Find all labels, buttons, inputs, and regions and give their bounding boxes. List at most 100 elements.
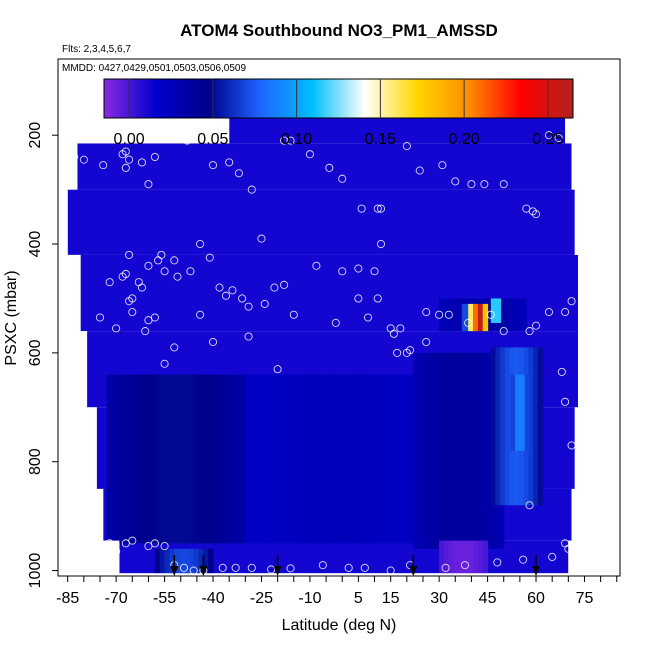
sample-point: [415, 166, 424, 175]
heatmap-cell: [135, 374, 141, 544]
sample-point: [396, 324, 405, 333]
sample-points: [70, 131, 576, 575]
heatmap-cell: [465, 352, 472, 549]
heatmap-cell: [312, 374, 318, 544]
heatmap-cell: [451, 352, 457, 549]
sample-point: [493, 558, 502, 567]
sample-point: [460, 561, 470, 570]
y-axis: 200 400 600 800 1000: [27, 122, 58, 589]
heatmap-cell: [245, 374, 251, 544]
heatmap-cell: [336, 374, 342, 544]
sample-point: [208, 337, 218, 347]
sample-point: [179, 563, 189, 572]
no-data-right: [574, 189, 620, 255]
heatmap-cell: [154, 374, 160, 544]
no-data-bottom: [58, 573, 620, 576]
x-tick-label: -70: [105, 590, 128, 607]
y-tick-label: 1000: [27, 553, 44, 589]
heatmap-cell: [473, 303, 479, 332]
sample-point: [312, 261, 321, 270]
sample-point: [105, 278, 114, 287]
y-tick-label: 600: [27, 339, 44, 366]
sample-point: [112, 547, 121, 556]
heatmap-band: [67, 189, 575, 255]
sample-point: [189, 566, 198, 575]
sample-point: [406, 346, 415, 355]
heatmap-cell: [502, 298, 508, 332]
no-data-left: [58, 331, 88, 408]
sample-point: [273, 365, 282, 374]
sample-point: [186, 267, 195, 276]
heatmap-cell: [341, 374, 347, 544]
heatmap-cell: [516, 298, 523, 332]
heatmap-cell: [250, 374, 256, 544]
heatmap-cell: [506, 298, 513, 332]
sample-point: [373, 204, 382, 213]
sample-point: [386, 566, 395, 575]
sample-point: [344, 563, 353, 572]
sample-point: [441, 563, 450, 572]
heatmap-cell: [193, 548, 200, 574]
heatmap-cell: [350, 374, 357, 544]
no-data-left: [58, 189, 68, 255]
heatmap-cell: [374, 374, 381, 544]
heatmap-cell: [211, 374, 218, 544]
x-tick-label: -25: [250, 590, 273, 607]
heatmap-cell: [528, 347, 534, 506]
heatmap-cell: [259, 374, 266, 544]
heatmap-cell: [441, 352, 448, 549]
sample-point: [544, 308, 553, 317]
sample-point: [257, 234, 266, 243]
sample-point: [173, 272, 182, 281]
sample-point: [247, 185, 256, 194]
sample-point: [402, 142, 411, 151]
heatmap-cell: [453, 298, 460, 332]
heatmap-band: [77, 143, 572, 190]
sample-point: [144, 261, 153, 270]
sample-point: [435, 310, 444, 319]
heatmap-cell: [264, 374, 270, 544]
flights-note: Flts: 2,3,4,5,6,7: [62, 44, 131, 55]
sample-point: [244, 332, 253, 341]
heatmap-cell: [519, 374, 526, 451]
sample-point: [205, 253, 214, 262]
heatmap-cell: [413, 352, 419, 549]
sample-point: [451, 177, 460, 186]
heatmap-cell: [446, 352, 452, 549]
heatmap-cell: [468, 540, 474, 574]
heatmap-cell: [490, 347, 497, 506]
heatmap-cell: [403, 374, 410, 544]
colorbar-tick-label: 0.15: [365, 131, 396, 148]
sample-point: [370, 267, 379, 276]
heatmap-cell: [490, 298, 497, 323]
sample-point: [525, 501, 534, 510]
heatmap-cell: [183, 374, 189, 544]
sample-point: [325, 163, 334, 172]
sample-point: [79, 155, 88, 164]
x-tick-label: 15: [382, 590, 400, 607]
sample-point: [150, 152, 159, 162]
heatmap-cell: [307, 374, 314, 544]
heatmap-cell: [453, 540, 460, 574]
sample-point: [444, 310, 453, 319]
heatmap-cell: [221, 374, 227, 544]
heatmap-cell: [188, 548, 195, 574]
heatmap-cell: [418, 352, 424, 549]
sample-point: [215, 283, 224, 292]
heatmap-cell: [495, 298, 502, 323]
sample-point: [376, 204, 386, 213]
x-axis: -85 -70 -55 -40 -25 -10 5 15 30 45 60 75: [56, 576, 618, 607]
heatmap-cell: [379, 374, 386, 544]
y-tick-label: 200: [27, 122, 44, 149]
heatmap-cell: [179, 548, 185, 574]
heatmap-cell: [500, 347, 506, 506]
sample-point: [354, 294, 363, 303]
no-data-left: [58, 254, 81, 332]
heatmap-cell: [130, 374, 136, 544]
heatmap-cell: [389, 374, 395, 544]
sample-point: [531, 321, 541, 330]
no-data-left: [58, 540, 120, 574]
heatmap-cell: [278, 374, 285, 544]
heatmap-cell: [111, 374, 117, 544]
colorbar: 0.00 0.05 0.10 0.15 0.20 0.25: [103, 78, 574, 148]
